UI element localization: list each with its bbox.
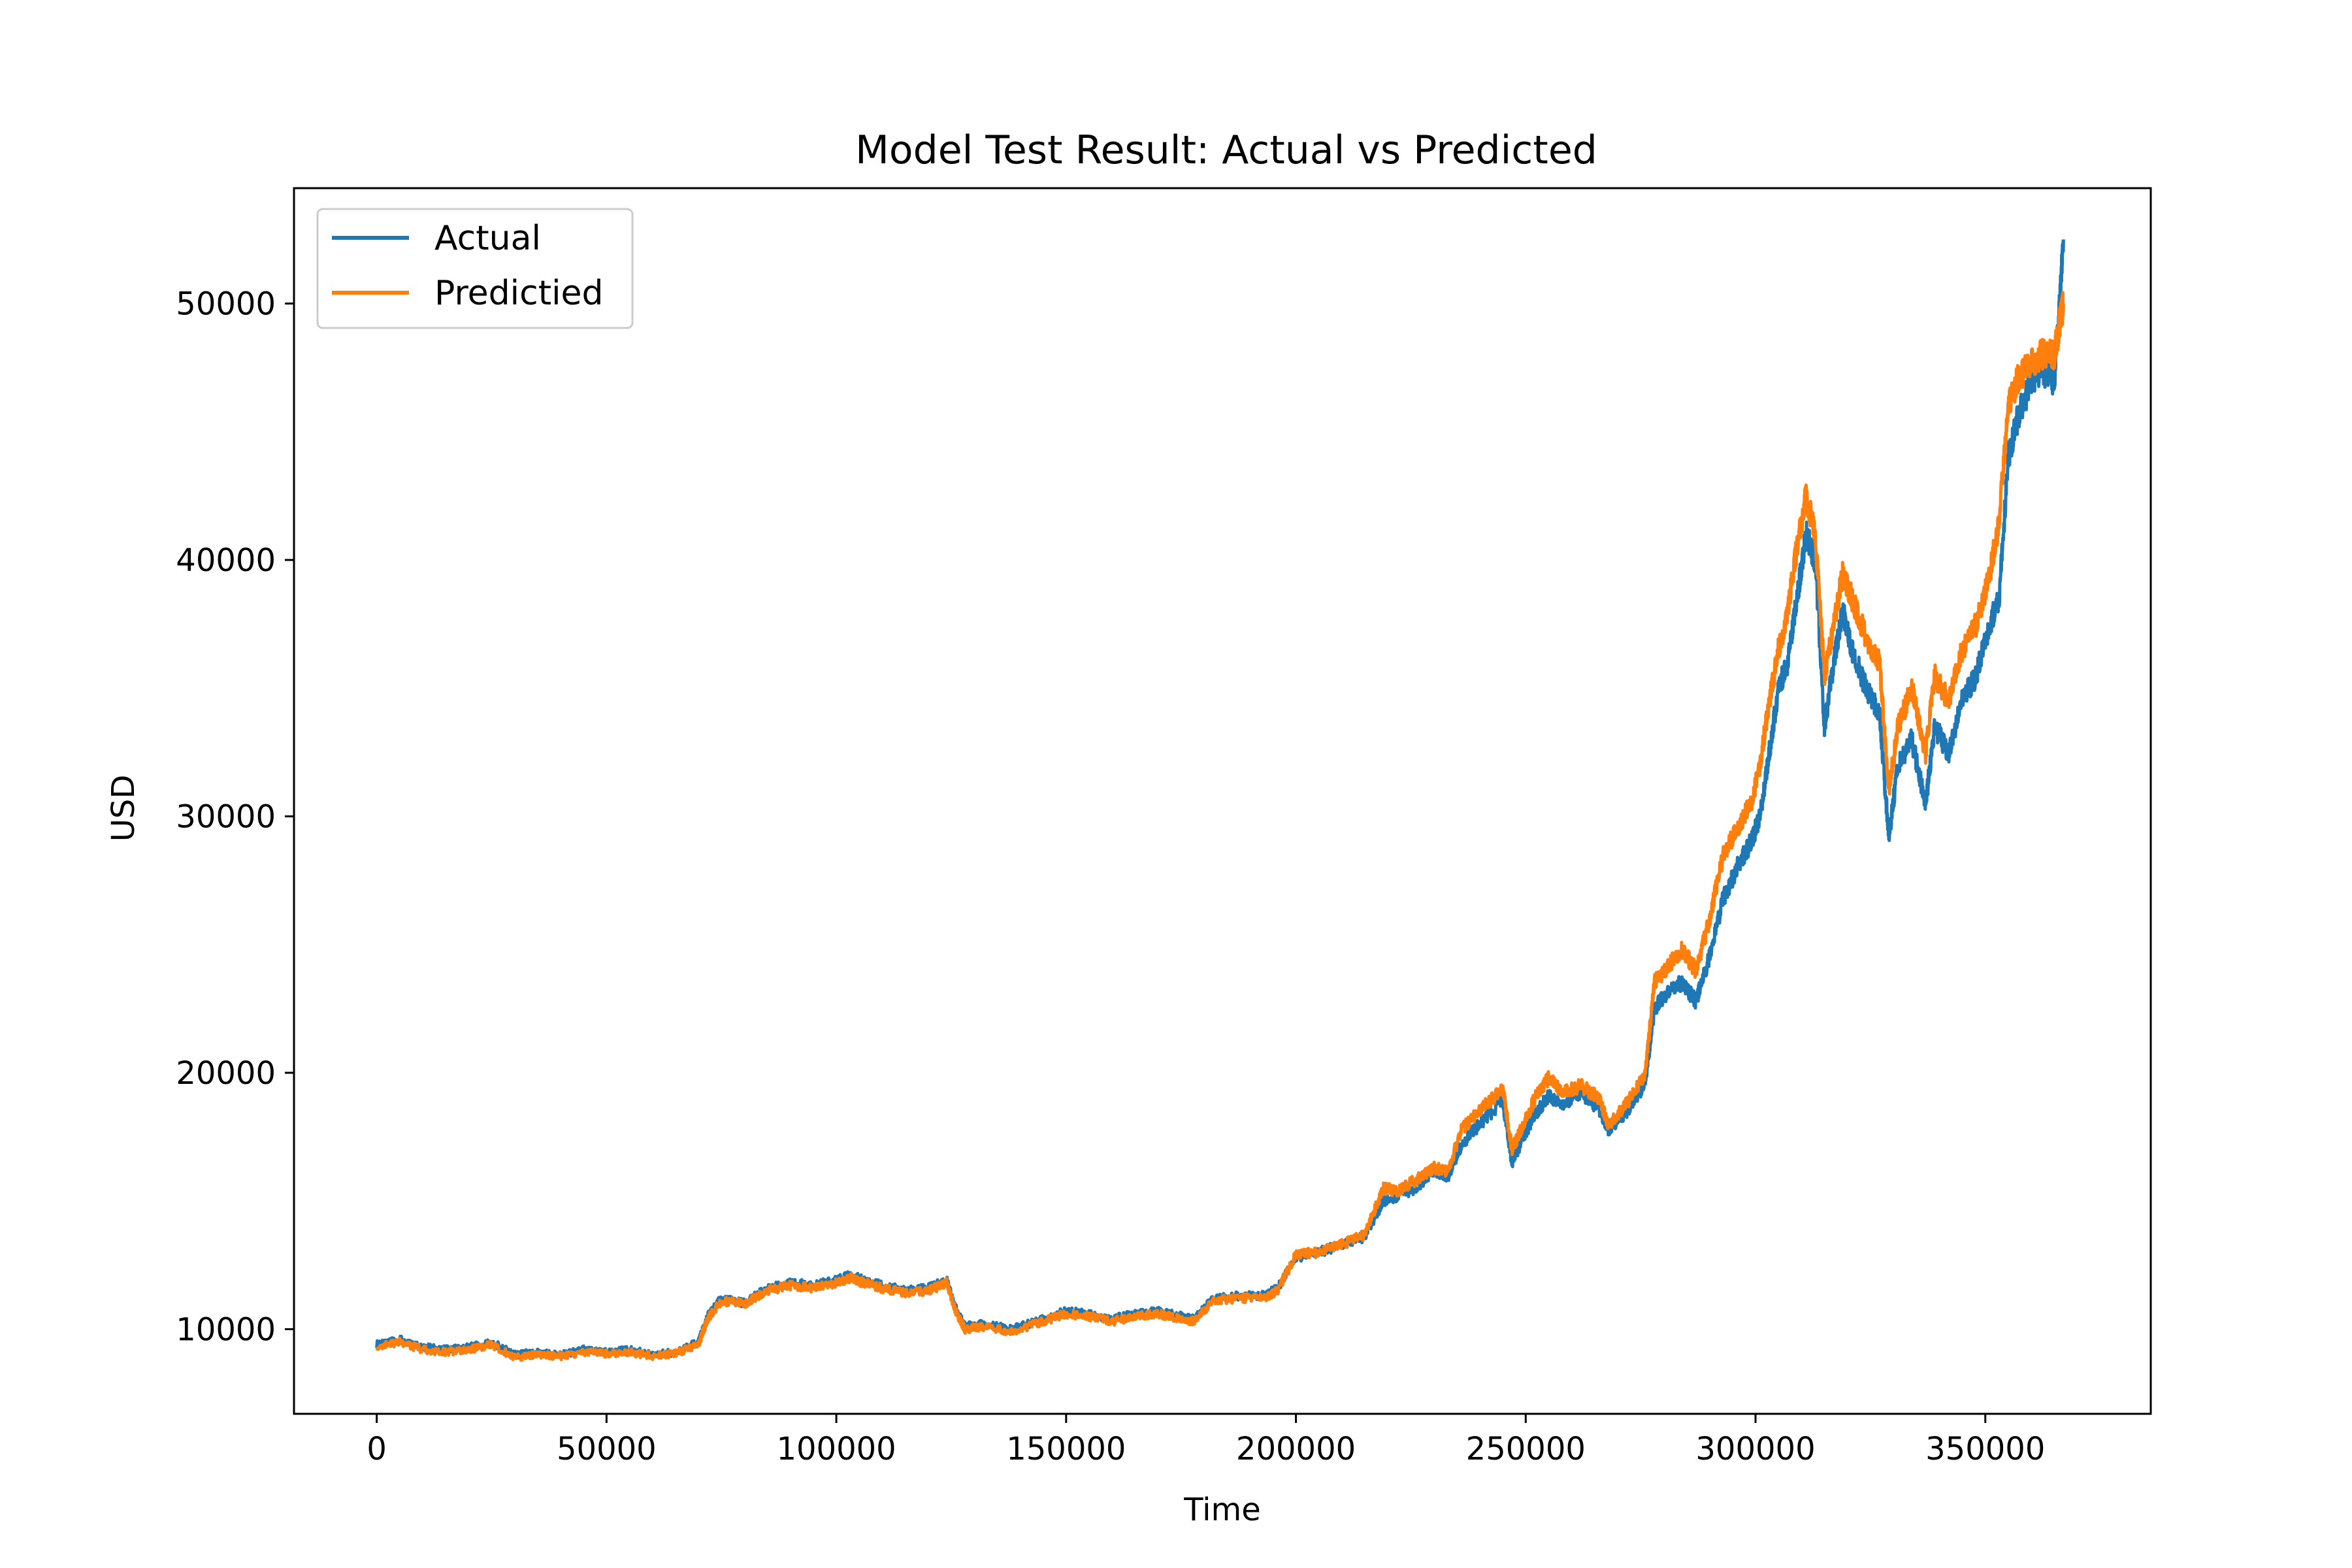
series-line-predicted [375, 291, 2065, 1362]
y-tick-label: 30000 [176, 799, 276, 836]
ticks-layer: 0 50000 100000 150000 200000 250000 300000 3500… [176, 286, 2045, 1467]
x-tick-label: 50000 [557, 1431, 657, 1467]
chart-title: Model Test Result: Actual vs Predicted [855, 127, 1597, 173]
x-tick-label: 350000 [1925, 1431, 2045, 1467]
plot-frame [293, 187, 2152, 1415]
x-tick-label: 150000 [1006, 1431, 1126, 1467]
y-tick-label: 20000 [176, 1055, 276, 1092]
y-tick-label: 40000 [176, 542, 276, 579]
y-tick-label: 10000 [176, 1311, 276, 1348]
legend-label-actual: Actual [434, 219, 541, 258]
y-tick-label: 50000 [176, 286, 276, 323]
x-tick-label: 100000 [776, 1431, 896, 1467]
legend-label-predicted: Predictied [434, 274, 604, 313]
x-tick-label: 250000 [1466, 1431, 1586, 1467]
x-tick-label: 200000 [1236, 1431, 1356, 1467]
y-axis-label: USD [105, 775, 142, 842]
x-axis-label: Time [1183, 1492, 1260, 1528]
x-tick-label: 300000 [1695, 1431, 1815, 1467]
x-tick-label: 0 [367, 1431, 387, 1467]
legend: Actual Predictied [316, 208, 634, 329]
series-layer [375, 239, 2065, 1362]
